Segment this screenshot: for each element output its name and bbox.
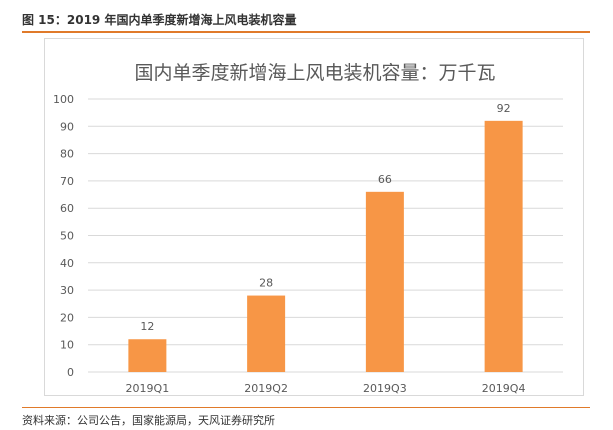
y-tick-label: 20 <box>60 311 74 324</box>
header-divider <box>22 31 590 33</box>
chart-frame: 国内单季度新增海上风电装机容量：万千瓦 0 10 20 30 40 50 60 70 80 90 1… <box>44 38 584 396</box>
y-axis-ticks: 0 10 20 30 40 50 60 70 80 90 100 <box>53 93 74 379</box>
gridlines <box>88 98 563 373</box>
footer-divider <box>22 407 590 408</box>
y-tick-label: 30 <box>60 284 74 297</box>
bar <box>128 339 167 372</box>
x-tick-label: 2019Q2 <box>244 382 288 395</box>
source-note: 资料来源：公司公告，国家能源局，天风证券研究所 <box>22 414 275 427</box>
y-tick-label: 70 <box>60 175 74 188</box>
y-tick-label: 10 <box>60 339 74 352</box>
bar <box>247 295 286 372</box>
data-label: 66 <box>378 173 392 186</box>
bar <box>365 191 404 372</box>
bar <box>484 120 523 372</box>
x-tick-label: 2019Q4 <box>482 382 526 395</box>
y-tick-label: 100 <box>53 93 74 106</box>
y-tick-label: 80 <box>60 148 74 161</box>
y-tick-label: 90 <box>60 120 74 133</box>
chart-title: 国内单季度新增海上风电装机容量：万千瓦 <box>134 62 495 84</box>
x-tick-label: 2019Q3 <box>363 382 407 395</box>
y-tick-label: 40 <box>60 257 74 270</box>
x-axis-ticks: 2019Q1 2019Q2 2019Q3 2019Q4 <box>126 382 526 395</box>
figure-header: 图 15：2019 年国内单季度新增海上风电装机容量 <box>22 8 590 30</box>
data-label: 92 <box>497 102 511 115</box>
data-label: 28 <box>259 277 273 290</box>
y-tick-label: 50 <box>60 230 74 243</box>
y-tick-label: 60 <box>60 202 74 215</box>
figure-title: 图 15：2019 年国内单季度新增海上风电装机容量 <box>22 13 297 27</box>
data-label: 12 <box>140 320 154 333</box>
x-tick-label: 2019Q1 <box>126 382 170 395</box>
bars <box>128 120 523 372</box>
y-tick-label: 0 <box>67 366 74 379</box>
bar-chart: 国内单季度新增海上风电装机容量：万千瓦 0 10 20 30 40 50 60 70 80 90 1… <box>53 62 563 395</box>
data-labels: 12 28 66 92 <box>140 102 510 333</box>
